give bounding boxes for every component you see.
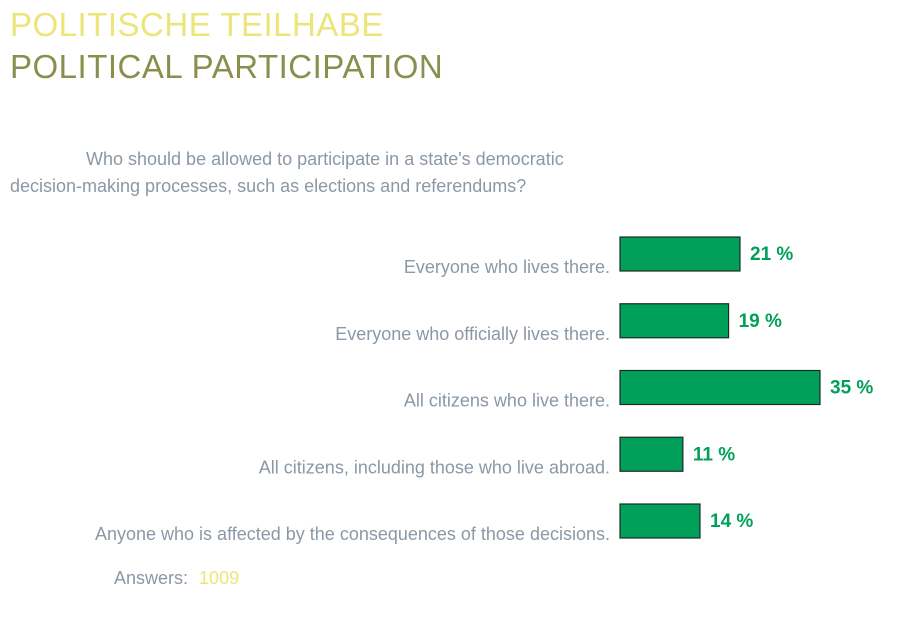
bar-2 [619,303,730,339]
category-label-2: Everyone who officially lives there. [335,324,610,344]
answers-count: 1009 [199,568,240,588]
bar-5 [619,503,701,539]
value-label-5: 14 % [710,511,753,532]
title-german: POLITISCHE TEILHABE [10,6,384,43]
category-label-3: All citizens who live there. [404,391,610,411]
value-label-4: 11 % [693,444,735,465]
bar-3 [619,369,821,406]
title-english: POLITICAL PARTICIPATION [10,48,444,85]
answers-summary: Answers: 1009 [114,568,239,589]
value-label-1: 21 % [750,244,793,265]
value-label-2: 19 % [739,311,782,332]
value-label-3: 35 % [830,378,873,399]
bar-1 [619,236,741,272]
category-label-1: Everyone who lives there. [404,257,610,277]
category-label-4: All citizens, including those who live a… [259,457,610,477]
category-label-5: Anyone who is affected by the consequenc… [95,524,610,544]
bar-4 [619,436,684,472]
survey-question: Who should be allowed to participate in … [10,149,564,196]
answers-label: Answers: [114,568,189,588]
